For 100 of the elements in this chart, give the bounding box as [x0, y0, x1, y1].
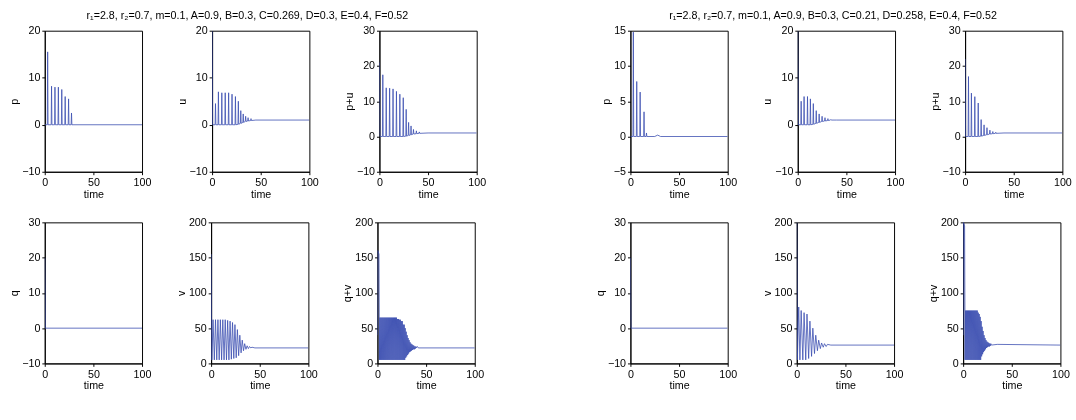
y-tick-label: 0: [367, 356, 374, 369]
x-tick-label: 50: [420, 367, 433, 380]
x-tick-label: 0: [42, 367, 49, 380]
y-tick-label: 20: [28, 251, 41, 264]
y-tick-label: 10: [28, 286, 41, 299]
x-axis-title: time: [418, 187, 439, 200]
x-tick-label: 50: [839, 367, 852, 380]
x-axis-title: time: [83, 187, 105, 200]
y-axis-title: u: [175, 98, 188, 105]
y-tick-label: −10: [775, 165, 794, 178]
y-tick-label: 100: [355, 286, 374, 299]
y-tick-label: 10: [28, 71, 41, 84]
y-tick-label: 10: [363, 94, 376, 107]
y-tick-label: 0: [787, 118, 794, 131]
y-tick-label: 100: [940, 286, 959, 299]
y-tick-label: 150: [188, 251, 207, 264]
y-tick-label: −10: [22, 356, 41, 369]
x-tick-label: 100: [299, 367, 318, 380]
x-tick-label: 100: [466, 367, 485, 380]
x-tick-label: 100: [885, 367, 904, 380]
x-tick-label: 50: [673, 175, 686, 188]
x-axis-title: time: [250, 379, 271, 392]
y-tick-label: 20: [28, 24, 41, 37]
y-tick-label: 0: [200, 356, 207, 369]
y-tick-label: 150: [355, 251, 374, 264]
y-tick-label: 10: [195, 71, 208, 84]
y-tick-label: 0: [369, 129, 376, 142]
x-tick-label: 0: [42, 175, 49, 188]
y-tick-label: 0: [201, 118, 208, 131]
y-tick-label: −10: [607, 356, 627, 369]
x-tick-label: 100: [719, 367, 738, 380]
y-tick-label: 200: [774, 215, 793, 228]
x-axis-title: time: [83, 379, 105, 392]
y-tick-label: 0: [34, 118, 41, 131]
line-series: [44, 51, 143, 126]
y-tick-label: −10: [942, 165, 961, 178]
y-tick-label: 20: [948, 59, 961, 72]
y-axis-title: v: [174, 290, 187, 297]
x-axis-title: time: [1002, 379, 1023, 392]
x-tick-label: 100: [468, 175, 487, 188]
line-series: [963, 222, 1061, 361]
x-tick-label: 100: [300, 175, 319, 188]
y-tick-label: −10: [22, 165, 41, 178]
y-tick-label: 30: [614, 215, 627, 228]
x-tick-label: 100: [1053, 175, 1072, 188]
y-tick-label: 150: [940, 251, 959, 264]
y-tick-label: 200: [940, 215, 959, 228]
x-tick-label: 50: [422, 175, 435, 188]
y-tick-label: −10: [356, 165, 376, 178]
y-tick-label: 0: [620, 129, 627, 142]
x-axis-title: time: [251, 187, 272, 200]
y-tick-label: 10: [614, 286, 627, 299]
y-axis-title: p+u: [928, 92, 941, 111]
y-axis-title: u: [761, 98, 774, 105]
y-tick-label: 20: [363, 59, 376, 72]
y-tick-label: 10: [781, 71, 794, 84]
x-axis-title: time: [835, 379, 857, 392]
y-axis-title: v: [760, 290, 773, 297]
x-tick-label: 0: [795, 175, 802, 188]
x-tick-label: 100: [133, 367, 152, 380]
line-series: [377, 250, 475, 361]
y-tick-label: 0: [34, 321, 41, 334]
x-tick-label: 0: [962, 175, 969, 188]
y-tick-label: 10: [948, 94, 961, 107]
y-tick-label: 50: [780, 321, 793, 334]
x-tick-label: 50: [255, 175, 268, 188]
x-tick-label: 100: [886, 175, 905, 188]
y-tick-label: −10: [189, 165, 208, 178]
x-tick-label: 50: [87, 175, 100, 188]
x-tick-label: 100: [1052, 367, 1070, 380]
y-tick-label: 100: [188, 286, 207, 299]
y-axis-title: q+v: [341, 283, 354, 303]
y-tick-label: 20: [614, 251, 627, 264]
y-tick-label: 0: [620, 321, 627, 334]
x-axis-title: time: [669, 187, 690, 200]
x-tick-label: 0: [209, 175, 216, 188]
x-tick-label: 100: [133, 175, 152, 188]
text: r₁=2.8, r₂=0.7, m=0.1, A=0.9, B=0.3, C=0.269, D=0.3, E=0.4, F=0.52: [86, 8, 409, 21]
x-axis-title: time: [836, 187, 858, 200]
y-tick-label: 50: [946, 321, 959, 334]
y-axis-title: p: [8, 98, 21, 105]
y-tick-label: 50: [194, 321, 207, 334]
y-tick-label: 30: [948, 24, 961, 37]
y-tick-label: 150: [774, 251, 793, 264]
y-tick-label: 10: [614, 59, 627, 72]
y-axis-title: q: [8, 290, 21, 297]
x-tick-label: 50: [1008, 175, 1021, 188]
y-tick-label: −5: [613, 165, 627, 178]
y-tick-label: 0: [954, 129, 961, 142]
x-axis-title: time: [1004, 187, 1025, 200]
line-series: [630, 31, 728, 137]
x-tick-label: 50: [87, 367, 100, 380]
x-tick-label: 50: [673, 367, 686, 380]
y-tick-label: 20: [195, 24, 208, 37]
y-axis-title: p: [599, 98, 612, 105]
x-tick-label: 50: [840, 175, 853, 188]
y-tick-label: 50: [361, 321, 374, 334]
y-tick-label: 200: [188, 215, 207, 228]
x-tick-label: 50: [254, 367, 267, 380]
y-tick-label: 0: [786, 356, 793, 369]
